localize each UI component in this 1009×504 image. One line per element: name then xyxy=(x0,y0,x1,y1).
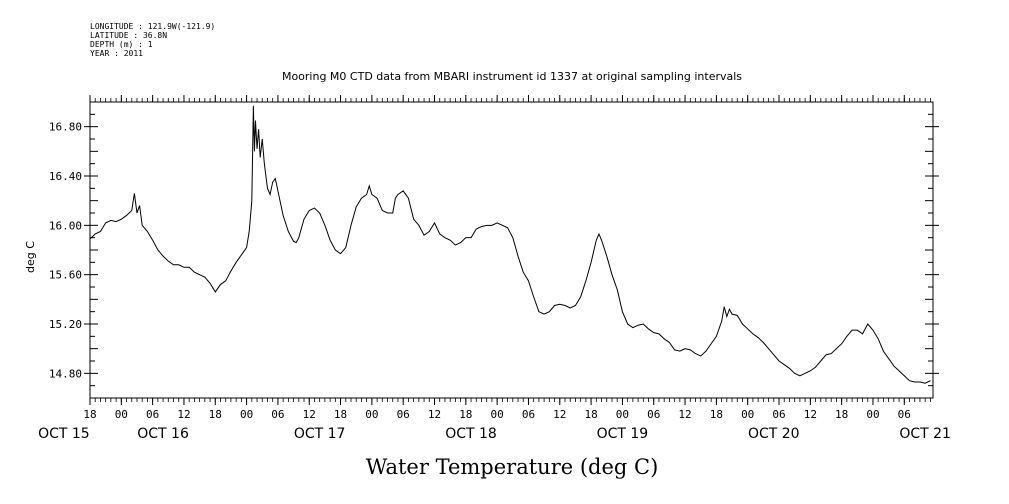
y-tick-label: 15.20 xyxy=(49,318,82,331)
x-day-label: OCT 18 xyxy=(445,426,497,442)
x-tick-label: 06 xyxy=(898,408,911,421)
latitude-label: LATITUDE : 36.8N xyxy=(90,31,168,40)
x-day-label: OCT 20 xyxy=(748,426,800,442)
x-tick-label: 12 xyxy=(303,408,316,421)
x-tick-label: 12 xyxy=(804,408,817,421)
x-day-label: OCT 17 xyxy=(294,426,346,442)
y-tick-label: 16.00 xyxy=(49,219,82,232)
x-tick-label: 06 xyxy=(397,408,410,421)
x-tick-label: 18 xyxy=(209,408,222,421)
x-day-label: OCT 19 xyxy=(597,426,649,442)
x-tick-label: 18 xyxy=(334,408,347,421)
x-tick-label: 00 xyxy=(616,408,629,421)
x-tick-label: 00 xyxy=(240,408,253,421)
x-day-label: OCT 15 xyxy=(38,426,90,442)
x-tick-label: 12 xyxy=(678,408,691,421)
x-tick-label: 12 xyxy=(428,408,441,421)
y-tick-label: 16.40 xyxy=(49,170,82,183)
x-tick-label: 00 xyxy=(115,408,128,421)
y-tick-label: 14.80 xyxy=(49,367,82,380)
x-day-label: OCT 21 xyxy=(899,426,951,442)
x-tick-label: 00 xyxy=(741,408,754,421)
longitude-label: LONGITUDE : 121.9W(-121.9) xyxy=(90,22,216,31)
x-tick-label: 18 xyxy=(710,408,723,421)
year-label: YEAR : 2011 xyxy=(90,49,143,58)
plot-frame xyxy=(89,101,934,399)
x-tick-label: 00 xyxy=(866,408,879,421)
x-tick-label: 06 xyxy=(772,408,785,421)
axes-group: 18 00 06 12 18 00 06 12 18 00 06 12 18 00 06 12 18 00 06 12… xyxy=(38,95,951,442)
x-tick-label: 00 xyxy=(365,408,378,421)
metadata-block: LONGITUDE : 121.9W(-121.9) LATITUDE : 36… xyxy=(90,22,215,58)
x-tick-label: 06 xyxy=(647,408,660,421)
x-tick-label: 06 xyxy=(522,408,535,421)
x-tick-label: 00 xyxy=(491,408,504,421)
x-tick-label: 06 xyxy=(271,408,284,421)
depth-label: DEPTH (m) : 1 xyxy=(90,40,153,49)
x-tick-label: 06 xyxy=(146,408,159,421)
y-axis-label: deg C xyxy=(24,241,37,273)
x-tick-label: 18 xyxy=(584,408,597,421)
x-tick-label: 18 xyxy=(83,408,96,421)
x-day-label: OCT 16 xyxy=(137,426,189,442)
series-line-0 xyxy=(89,105,931,384)
series-group xyxy=(89,105,931,384)
chart-title: Mooring M0 CTD data from MBARI instrumen… xyxy=(282,70,742,83)
x-axis-label: Water Temperature (deg C) xyxy=(366,455,659,479)
x-tick-label: 18 xyxy=(835,408,848,421)
x-tick-label: 12 xyxy=(553,408,566,421)
x-tick-label: 12 xyxy=(177,408,190,421)
y-tick-label: 15.60 xyxy=(49,269,82,282)
y-tick-label: 16.80 xyxy=(49,121,82,134)
x-tick-label: 18 xyxy=(459,408,472,421)
